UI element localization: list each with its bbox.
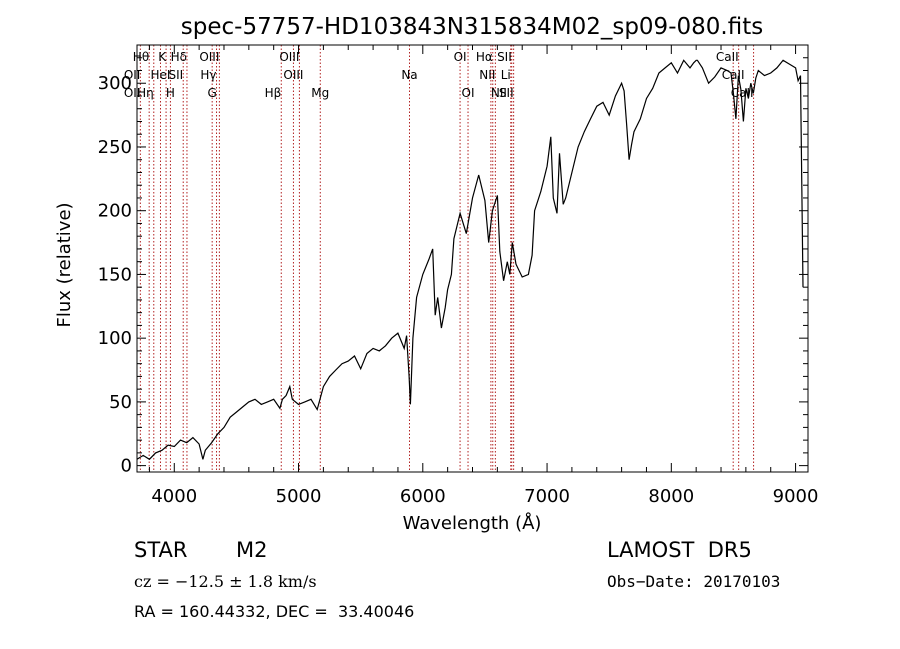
line-marker-label: SII	[497, 50, 512, 64]
x-tick-label: 6000	[400, 486, 446, 507]
y-tick-label: 150	[98, 264, 132, 285]
y-tick-label: 200	[98, 201, 132, 222]
line-marker-label: K	[158, 50, 167, 64]
sky-coordinates: RA = 160.44332, DEC = 33.40046	[134, 602, 415, 621]
x-axis-label: Wavelength (Å)	[403, 512, 542, 534]
x-tick-label: 8000	[648, 486, 694, 507]
line-marker-label: SII	[169, 68, 184, 82]
y-tick-label: 250	[98, 137, 132, 158]
y-tick-label: 100	[98, 328, 132, 349]
x-tick-label: 9000	[773, 486, 819, 507]
spectrum-series	[136, 59, 804, 461]
line-marker-label: HeI	[151, 68, 171, 82]
line-marker-label: Hδ	[171, 50, 187, 64]
redshift-velocity: cz = −12.5 ± 1.8 km/s	[134, 572, 317, 591]
y-axis: 0 50 100 150 200 250 300	[98, 57, 808, 477]
y-tick-label: 50	[109, 392, 132, 413]
line-marker-label: OII	[124, 68, 141, 82]
x-tick-label: 4000	[151, 486, 197, 507]
line-marker-label: Li	[501, 68, 511, 82]
line-marker-label: Hγ	[200, 68, 216, 82]
x-axis: 4000 5000 6000 7000 8000 9000	[148, 45, 819, 507]
line-marker-label: OIII	[279, 50, 299, 64]
object-class: STAR	[134, 538, 188, 562]
chart-title: spec-57757-HD103843N315834M02_sp09-080.f…	[181, 14, 763, 40]
y-tick-label: 0	[121, 456, 132, 477]
x-tick-label: 7000	[524, 486, 570, 507]
line-marker-label: H	[166, 86, 175, 100]
line-marker-label: NII	[491, 86, 507, 100]
line-marker-label: Hβ	[265, 86, 282, 100]
line-marker-label: CaII	[716, 50, 739, 64]
observation-date: Obs−Date: 20170103	[607, 572, 781, 591]
line-marker-label: OI	[454, 50, 467, 64]
line-marker-label: NII	[479, 68, 495, 82]
line-marker-label: OIII	[283, 68, 303, 82]
y-axis-label: Flux (relative)	[54, 202, 75, 327]
object-subclass: M2	[236, 538, 268, 562]
line-marker-label: G	[208, 86, 217, 100]
line-markers-group	[139, 45, 755, 472]
line-marker-label: Hη	[137, 86, 154, 100]
line-marker-label: Mg	[311, 86, 329, 100]
line-marker-label: OI	[462, 86, 475, 100]
line-marker-label: Hα	[476, 50, 493, 64]
line-marker-label: SII	[499, 86, 514, 100]
line-marker-label: Na	[401, 68, 417, 82]
y-tick-label: 300	[98, 73, 132, 94]
line-marker-label: Hθ	[133, 50, 149, 64]
line-marker-label: OII	[124, 86, 141, 100]
plot-frame	[136, 44, 809, 473]
spectrum-line	[136, 59, 804, 461]
survey-name: LAMOST DR5	[607, 538, 752, 562]
x-tick-label: 5000	[276, 486, 322, 507]
line-marker-label: OIII	[199, 50, 219, 64]
